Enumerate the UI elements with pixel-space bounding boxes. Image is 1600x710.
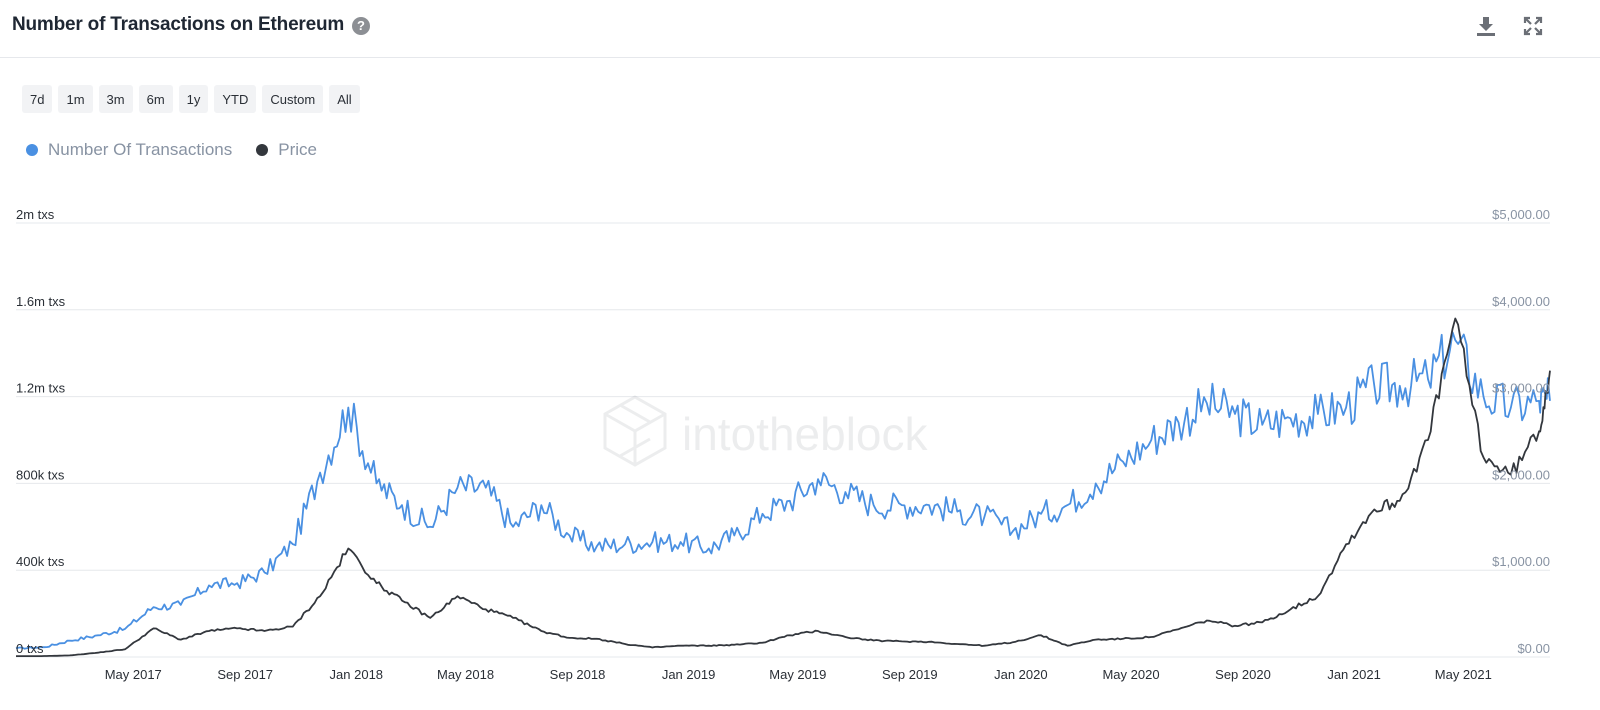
range-button-1y[interactable]: 1y [178, 85, 209, 113]
x-axis-tick-label: Jan 2018 [330, 667, 384, 682]
x-axis-tick-label: Sep 2019 [882, 667, 938, 682]
left-axis-tick-label: 0 txs [16, 641, 44, 656]
x-axis-tick-label: Sep 2020 [1215, 667, 1271, 682]
x-axis: May 2017 Sep 2017 Jan 2018 May 2018 Sep 2018… [105, 667, 1492, 682]
price-series-line [16, 317, 1551, 657]
range-button-all[interactable]: All [329, 85, 360, 113]
legend-label-price: Price [278, 140, 317, 159]
range-button-6m[interactable]: 6m [138, 85, 173, 113]
x-axis-tick-label: Jan 2021 [1327, 667, 1381, 682]
right-axis-tick-label: $5,000.00 [1492, 207, 1550, 222]
expand-icon[interactable] [1521, 14, 1545, 38]
legend-dot-transactions [26, 144, 38, 156]
range-button-ytd[interactable]: YTD [214, 85, 257, 113]
x-axis-tick-label: May 2018 [437, 667, 494, 682]
x-axis-tick-label: May 2021 [1435, 667, 1492, 682]
x-axis-tick-label: Sep 2017 [217, 667, 273, 682]
x-axis-tick-label: Jan 2019 [662, 667, 716, 682]
download-icon[interactable] [1474, 14, 1498, 38]
legend-dot-price [256, 144, 269, 156]
page-title: Number of Transactions on Ethereum [12, 14, 345, 35]
series-layer [15, 317, 1551, 657]
legend-item-price[interactable]: Price [256, 140, 317, 160]
right-axis-tick-label: $3,000.00 [1492, 381, 1550, 396]
grid-layer [16, 222, 1550, 658]
range-button-3m[interactable]: 3m [98, 85, 133, 113]
line-chart: intotheblock 0 txs 400k txs 800k txs 1.2m t… [15, 207, 1551, 682]
range-button-7d[interactable]: 7d [22, 85, 53, 113]
right-axis-tick-label: $4,000.00 [1492, 294, 1550, 309]
left-axis-tick-label: 1.2m txs [16, 381, 66, 396]
legend-item-transactions[interactable]: Number Of Transactions [26, 140, 232, 160]
left-axis-tick-label: 400k txs [16, 554, 65, 569]
left-axis-tick-label: 1.6m txs [16, 294, 66, 309]
x-axis-tick-label: Jan 2020 [994, 667, 1048, 682]
x-axis-tick-label: May 2020 [1102, 667, 1159, 682]
left-axis-tick-label: 800k txs [16, 467, 65, 482]
transactions-series-line [15, 331, 1551, 650]
range-button-custom[interactable]: Custom [262, 85, 324, 113]
legend-label-transactions: Number Of Transactions [48, 140, 233, 159]
range-button-1m[interactable]: 1m [58, 85, 93, 113]
question-circle-icon[interactable]: ? [352, 17, 370, 35]
right-axis-tick-label: $0.00 [1517, 641, 1550, 656]
chart-legend: Number Of Transactions Price [26, 140, 341, 160]
x-axis-tick-label: Sep 2018 [550, 667, 606, 682]
x-axis-tick-label: May 2019 [769, 667, 826, 682]
x-axis-tick-label: May 2017 [105, 667, 162, 682]
watermark: intotheblock [603, 395, 928, 467]
left-axis-tick-label: 2m txs [16, 207, 55, 222]
left-axis: 0 txs 400k txs 800k txs 1.2m txs 1.6m txs 2m … [16, 207, 66, 656]
watermark-text: intotheblock [682, 408, 928, 460]
right-axis-tick-label: $2,000.00 [1492, 467, 1550, 482]
chart-header: Number of Transactions on Ethereum ? [0, 0, 1600, 58]
right-axis-tick-label: $1,000.00 [1492, 554, 1550, 569]
time-range-selector: 7d 1m 3m 6m 1y YTD Custom All [22, 85, 360, 113]
watermark-logo-icon [603, 395, 667, 467]
right-axis: $0.00 $1,000.00 $2,000.00 $3,000.00 $4,000.0… [1492, 207, 1550, 656]
